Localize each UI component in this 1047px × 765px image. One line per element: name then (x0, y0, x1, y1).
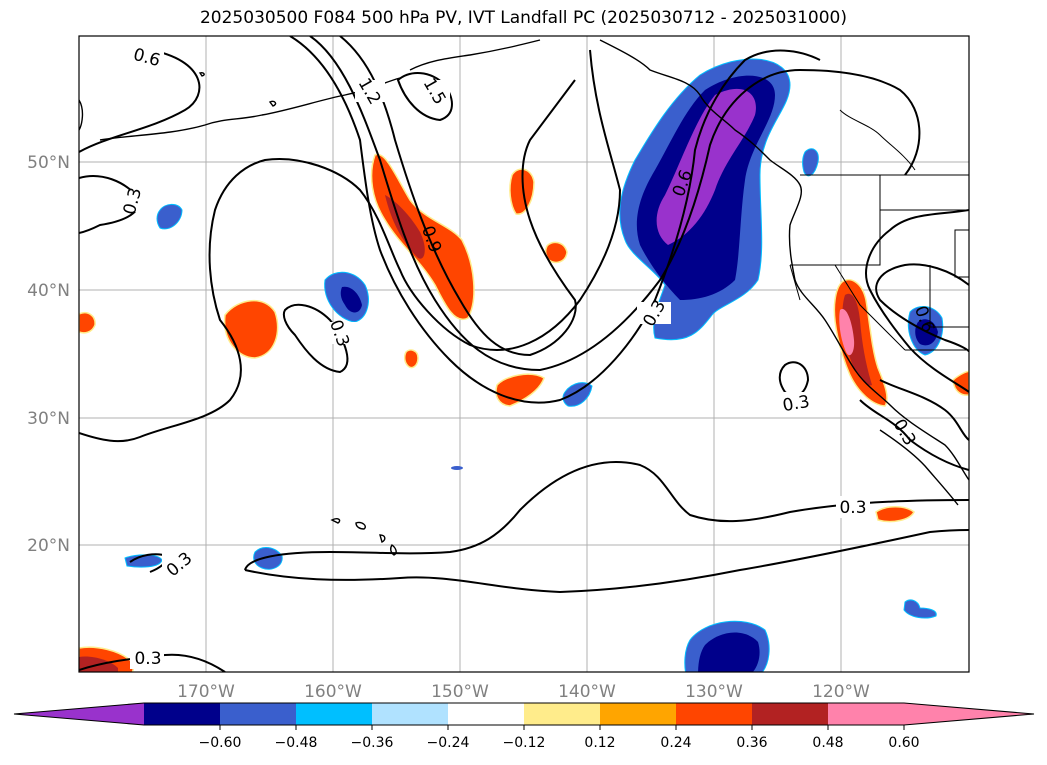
us-state-borders (789, 109, 969, 351)
lat-tick: 50°N (27, 153, 70, 173)
negative-pc-shading (124, 58, 944, 672)
colorbar-segment (752, 703, 829, 725)
lat-tick: 30°N (27, 409, 70, 429)
lat-tick: 40°N (27, 281, 70, 301)
lon-tick: 140°W (558, 682, 616, 702)
pv-contours (79, 36, 969, 672)
colorbar-outline (13, 702, 1035, 726)
lon-tick-labels: 170°W 160°W 150°W 140°W 130°W 120°W (177, 682, 870, 702)
chart-title: 2025030500 F084 500 hPa PV, IVT Landfall… (199, 8, 847, 28)
colorbar-segment (448, 703, 525, 725)
contour-label: 0.3 (781, 392, 811, 416)
contour-label: 0.3 (839, 498, 866, 518)
colorbar-extend-min (14, 703, 144, 725)
colorbar-tick-label: 0.60 (888, 735, 919, 751)
colorbar-segment (296, 703, 373, 725)
colorbar-tick-label: −0.48 (275, 735, 318, 751)
colorbar-segment (828, 703, 905, 725)
colorbar: −0.60 −0.48 −0.36 −0.24 −0.12 0.12 0.24 0.36 0.4… (13, 702, 1035, 751)
colorbar-tick-label: −0.24 (427, 735, 470, 751)
colorbar-tick-label: −0.60 (199, 735, 242, 751)
colorbar-tick-label: −0.36 (351, 735, 394, 751)
colorbar-segment (220, 703, 297, 725)
lat-tick-labels: 50°N 40°N 30°N 20°N (27, 153, 70, 556)
colorbar-tick-label: 0.12 (584, 735, 615, 751)
colorbar-segment (524, 703, 601, 725)
colorbar-segment (144, 703, 221, 725)
lat-tick: 20°N (27, 536, 70, 556)
map-frame (78, 35, 970, 673)
colorbar-segment (372, 703, 449, 725)
colorbar-tick-label: 0.24 (660, 735, 691, 751)
colorbar-extend-max (904, 703, 1034, 725)
colorbar-segment (676, 703, 753, 725)
colorbar-tick-label: −0.12 (503, 735, 546, 751)
colorbar-tick-label: 0.48 (812, 735, 843, 751)
positive-pc-shading (79, 153, 969, 672)
lon-tick: 150°W (431, 682, 489, 702)
lon-tick: 170°W (177, 682, 235, 702)
colorbar-tick-label: 0.36 (736, 735, 767, 751)
lon-tick: 120°W (812, 682, 870, 702)
lon-tick: 130°W (685, 682, 743, 702)
colorbar-segment (600, 703, 677, 725)
contour-label: 0.3 (134, 649, 161, 669)
lon-tick: 160°W (304, 682, 362, 702)
